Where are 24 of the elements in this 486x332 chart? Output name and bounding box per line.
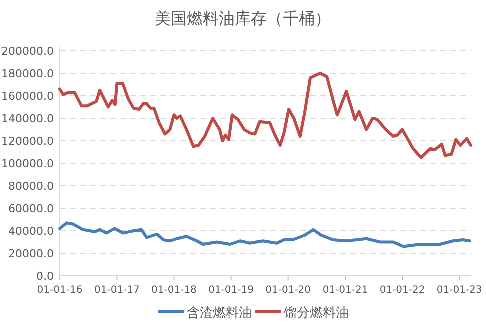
y-tick-label: 140000.0 <box>2 112 54 126</box>
x-tick-label: 01-01-22 <box>380 285 426 296</box>
y-tick-label: 60000.0 <box>8 202 54 216</box>
y-tick-label: 200000.0 <box>2 45 54 58</box>
y-tick-label: 0.0 <box>36 270 54 283</box>
legend-label: 馏分燃料油 <box>283 306 349 321</box>
x-tick-label: 01-01-21 <box>322 285 368 296</box>
x-tick-label: 01-01-17 <box>94 285 140 296</box>
x-tick-label: 01-01-23 <box>436 285 482 296</box>
y-tick-label: 20000.0 <box>8 248 54 260</box>
y-tick-label: 120000.0 <box>2 135 54 148</box>
y-tick-label: 180000.0 <box>2 68 54 80</box>
x-tick-label: 01-01-16 <box>37 285 83 296</box>
x-tick-label: 01-01-20 <box>266 285 312 296</box>
y-tick-label: 160000.0 <box>2 90 54 103</box>
line-series <box>58 72 472 160</box>
y-tick-label: 80000.0 <box>8 180 54 193</box>
line-series <box>58 222 472 248</box>
x-tick-label: 01-01-18 <box>152 285 197 296</box>
x-tick-label: 01-01-19 <box>208 285 254 296</box>
chart-title: 美国燃料油库存（千桶） <box>155 9 331 28</box>
legend-label: 含渣燃料油 <box>187 306 252 321</box>
y-tick-label: 40000.0 <box>8 225 54 238</box>
y-tick-label: 100000.0 <box>2 158 54 170</box>
